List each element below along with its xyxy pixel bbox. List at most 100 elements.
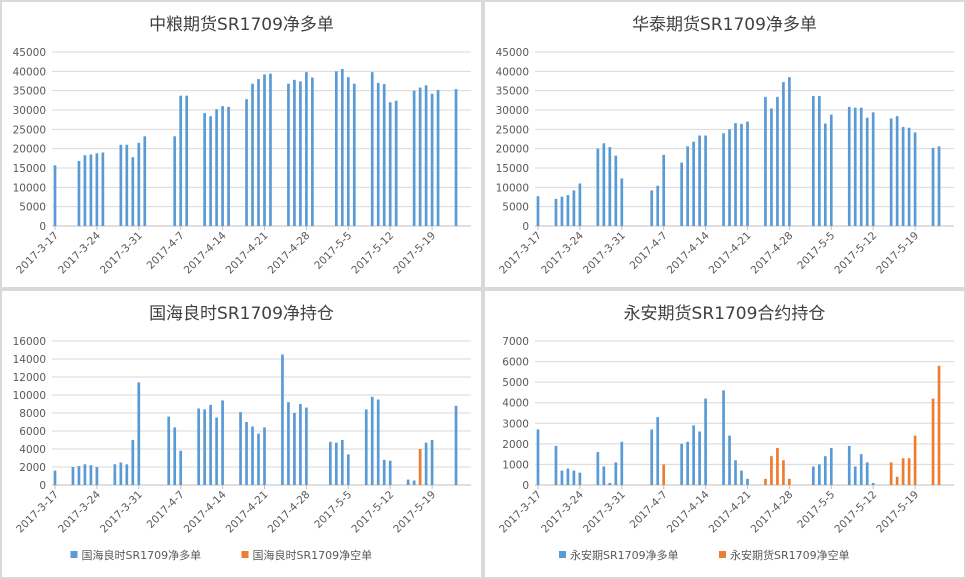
bar <box>388 102 392 226</box>
bar <box>376 82 380 226</box>
y-tick-label: 5000 <box>502 377 529 389</box>
bar <box>776 96 779 226</box>
bar <box>209 404 212 485</box>
bar <box>430 440 434 485</box>
y-tick-label: 10000 <box>13 390 46 402</box>
bar <box>251 83 254 226</box>
bar <box>811 466 815 485</box>
bar <box>764 478 767 485</box>
bar <box>602 466 606 485</box>
x-tick-label: 2017-3-24 <box>539 488 586 535</box>
y-tick-label: 10000 <box>496 182 529 194</box>
bar <box>764 96 767 226</box>
bar <box>931 147 935 226</box>
bar <box>901 458 905 485</box>
bar <box>167 416 171 485</box>
bar <box>722 390 725 485</box>
bar <box>77 161 81 226</box>
y-tick-label: 5000 <box>502 202 529 214</box>
x-tick-label: 2017-4-28 <box>266 489 313 536</box>
bar <box>346 77 350 226</box>
x-tick-label: 2017-5-19 <box>874 230 921 277</box>
bar <box>227 106 230 226</box>
bar <box>650 190 654 226</box>
bar <box>865 117 869 226</box>
y-tick-label: 2000 <box>502 439 529 451</box>
bar <box>847 106 851 226</box>
chart-panel-zhongliang: 中粮期货SR1709净多单 0 5000 10000 15000 20000 25000 30… <box>2 2 481 287</box>
bar <box>817 464 821 485</box>
bar <box>299 404 302 485</box>
y-tick-label: 45000 <box>13 47 46 59</box>
bar <box>913 132 917 226</box>
bar <box>257 433 260 485</box>
bar <box>734 123 737 226</box>
bar <box>346 454 350 485</box>
bar <box>185 95 189 227</box>
bar <box>197 408 200 485</box>
bar <box>95 153 99 226</box>
bar <box>596 452 600 485</box>
bar <box>931 398 935 485</box>
bar <box>913 435 917 485</box>
bar <box>620 441 624 485</box>
bar <box>424 442 428 485</box>
bar <box>620 178 624 226</box>
bar <box>686 146 689 226</box>
bar <box>412 480 416 485</box>
y-tick-label: 16000 <box>13 336 46 348</box>
bar <box>656 417 660 485</box>
bar <box>119 462 123 485</box>
bar <box>203 113 206 226</box>
y-tick-label: 6000 <box>502 357 529 369</box>
x-tick-label: 2017-3-24 <box>539 229 586 276</box>
bar <box>101 152 105 226</box>
x-tick-label: 2017-3-17 <box>497 230 544 277</box>
bar <box>889 462 893 485</box>
bar <box>287 83 290 226</box>
y-tick-label: 6000 <box>19 426 46 438</box>
bar <box>572 470 576 485</box>
bar <box>173 427 177 485</box>
bar <box>418 449 422 485</box>
bar <box>662 464 666 485</box>
legend-label: 国海良时SR1709净空单 <box>253 548 373 562</box>
bar <box>656 185 660 226</box>
bar <box>305 407 308 485</box>
bar <box>829 114 833 226</box>
y-tick-label: 20000 <box>496 144 529 156</box>
bar <box>895 116 899 226</box>
bar <box>221 400 224 485</box>
bar <box>770 456 773 485</box>
x-tick-label: 2017-3-24 <box>56 229 103 276</box>
bar <box>263 427 266 485</box>
bar <box>817 96 821 226</box>
y-tick-label: 4000 <box>502 398 529 410</box>
bar <box>382 459 386 485</box>
bar <box>364 409 368 485</box>
x-tick-label: 2017-4-7 <box>145 230 187 272</box>
bar <box>293 79 296 226</box>
y-tick-label: 12000 <box>13 372 46 384</box>
bar <box>328 441 332 485</box>
x-tick-label: 2017-5-5 <box>312 489 354 531</box>
x-tick-label: 2017-5-5 <box>795 230 837 272</box>
bar <box>776 447 779 485</box>
y-tick-label: 15000 <box>496 163 529 175</box>
chart-title: 中粮期货SR1709净多单 <box>149 15 334 35</box>
y-tick-label: 8000 <box>19 408 46 420</box>
bar <box>71 467 75 485</box>
bar <box>859 454 863 485</box>
x-tick-label: 2017-5-12 <box>832 489 879 536</box>
bar <box>829 447 833 485</box>
chart-panel-yongan: 永安期货SR1709合约持仓 0 1000 2000 3000 4000 5000 6000 7… <box>485 291 964 577</box>
bar <box>560 470 564 485</box>
bar <box>614 462 618 485</box>
bar <box>311 77 314 227</box>
bar <box>245 422 248 485</box>
chart-svg: 华泰期货SR1709净多单 0 5000 10000 15000 20000 25000 30… <box>496 15 954 277</box>
legend-swatch <box>719 551 726 558</box>
bar <box>722 133 725 226</box>
y-tick-label: 40000 <box>496 66 529 78</box>
